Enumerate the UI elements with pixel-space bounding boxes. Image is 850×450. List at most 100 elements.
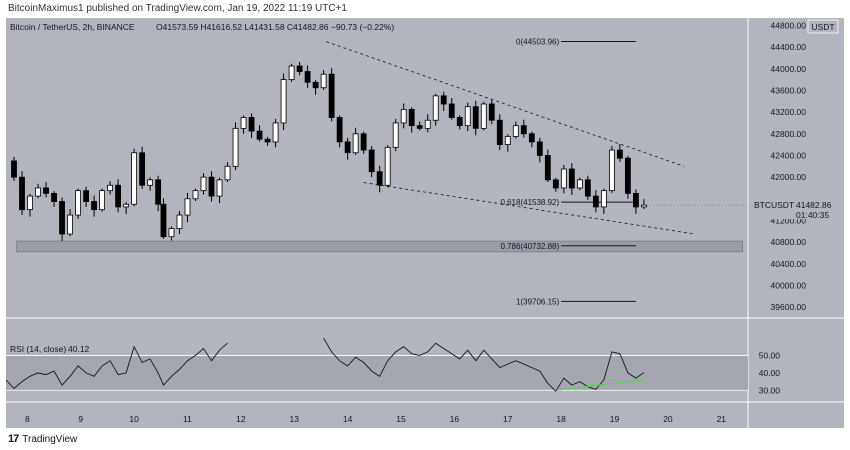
candle-down xyxy=(592,195,599,208)
candle-up xyxy=(67,214,73,235)
last-price-symbol: BTCUSDT xyxy=(754,200,794,210)
candle-up xyxy=(352,133,359,154)
candle-down xyxy=(528,133,535,143)
candle-down xyxy=(376,171,383,186)
candle-up xyxy=(176,214,183,230)
candle-down xyxy=(59,201,65,235)
time-tick-label: 11 xyxy=(183,414,192,424)
candle-down xyxy=(296,65,303,72)
chart-frame[interactable]: 0(44503.96) 0.618(41538.92) 0.786(40732.88… xyxy=(6,18,844,428)
candle-up xyxy=(432,95,439,121)
candle-up xyxy=(123,203,130,208)
candle-down xyxy=(312,81,319,89)
candle-down xyxy=(248,117,255,132)
chart-ohlc-values: O41573.59 H41616.52 L41431.58 C41482.86 … xyxy=(156,22,394,32)
candle-down xyxy=(448,103,455,118)
candle-up xyxy=(192,190,199,200)
candle-up xyxy=(131,152,138,205)
price-tick-label: 41200.00 xyxy=(771,215,807,225)
candle-down xyxy=(520,125,527,135)
candle-up xyxy=(75,190,81,216)
candle-down xyxy=(544,155,551,181)
price-tick-label: 42400.00 xyxy=(771,150,807,160)
candle-down xyxy=(336,117,343,143)
candle-down xyxy=(256,130,263,140)
tradingview-logo[interactable]: 17 TradingView xyxy=(8,433,77,445)
candle-up xyxy=(504,136,511,146)
candle-up xyxy=(480,103,487,129)
time-tick-label: 20 xyxy=(663,414,673,424)
time-tick-label: 21 xyxy=(717,414,727,424)
candle-up xyxy=(512,125,519,137)
rsi-tick-label: 30.00 xyxy=(759,385,781,395)
candle-down xyxy=(43,187,49,194)
price-tick-label: 40000.00 xyxy=(771,280,807,290)
candle-down xyxy=(19,176,25,211)
candle-up xyxy=(35,187,41,197)
candle-up xyxy=(147,179,154,186)
candle-down xyxy=(264,138,271,143)
candle-up xyxy=(99,190,105,211)
candle-up xyxy=(107,184,113,192)
publish-bar: BitcoinMaximus1 published on TradingView… xyxy=(0,0,850,18)
publish-line: BitcoinMaximus1 published on TradingView… xyxy=(8,3,347,14)
candle-down xyxy=(632,192,639,208)
candle-up xyxy=(224,165,231,181)
time-tick-label: 12 xyxy=(236,414,246,424)
chart-canvas[interactable]: 0(44503.96) 0.618(41538.92) 0.786(40732.88… xyxy=(6,18,844,428)
last-price-badge xyxy=(750,195,840,220)
candle-up xyxy=(384,146,391,186)
tradingview-brand-text: TradingView xyxy=(22,433,78,445)
time-tick-label: 14 xyxy=(343,414,353,424)
candle-down xyxy=(208,176,215,197)
fib-label-0.786: 0.786(40732.88) xyxy=(500,242,559,251)
time-tick-label: 8 xyxy=(25,414,30,424)
wedge-upper-line xyxy=(326,41,685,167)
candle-down xyxy=(115,184,122,208)
candle-down xyxy=(360,133,367,151)
candle-up xyxy=(288,65,295,81)
last-price-countdown: 01:40:35 xyxy=(796,210,829,220)
candle-up xyxy=(392,122,399,148)
rsi-divergence-line xyxy=(558,379,644,391)
wedge-lower-line xyxy=(363,182,695,235)
candle-up xyxy=(424,119,431,129)
price-tick-label: 39600.00 xyxy=(771,302,807,312)
candle-up xyxy=(560,168,567,189)
candle-down xyxy=(616,149,623,159)
candle-up xyxy=(200,176,207,192)
last-price-value: 41482.86 xyxy=(796,200,832,210)
candle-down xyxy=(568,168,575,189)
candle-down xyxy=(472,106,479,129)
price-tick-label: 44400.00 xyxy=(771,42,807,52)
rsi-legend-label: RSI (14, close) xyxy=(10,344,66,354)
price-tick-label: 42800.00 xyxy=(771,129,807,139)
time-tick-label: 16 xyxy=(450,414,460,424)
candle-down xyxy=(488,103,495,121)
candle-down xyxy=(408,109,415,127)
fib-label-0: 0(44503.96) xyxy=(516,37,559,46)
support-zone xyxy=(16,240,743,253)
candle-down xyxy=(328,73,335,118)
candle-down xyxy=(440,95,447,105)
price-tick-label: 42000.00 xyxy=(771,172,807,182)
rsi-tick-label: 50.00 xyxy=(759,350,781,360)
time-tick-label: 19 xyxy=(610,414,620,424)
time-tick-label: 13 xyxy=(290,414,300,424)
time-tick-label: 18 xyxy=(556,414,566,424)
candle-down xyxy=(344,141,351,154)
candle-up xyxy=(320,73,327,89)
candle-up xyxy=(272,122,279,143)
price-tick-label: 43200.00 xyxy=(771,107,807,117)
price-tick-label: 40400.00 xyxy=(771,259,807,269)
candle-down xyxy=(552,179,559,189)
candle-up xyxy=(464,106,471,127)
fib-label-1: 1(39706.15) xyxy=(516,297,559,306)
candle-up xyxy=(576,179,583,189)
candle-down xyxy=(496,119,503,146)
rsi-line xyxy=(6,337,645,392)
time-tick-label: 17 xyxy=(503,414,513,424)
chart-symbol-title: Bitcoin / TetherUS, 2h, BINANCE xyxy=(10,22,135,32)
candle-down xyxy=(304,71,311,83)
candle-down xyxy=(624,157,631,194)
